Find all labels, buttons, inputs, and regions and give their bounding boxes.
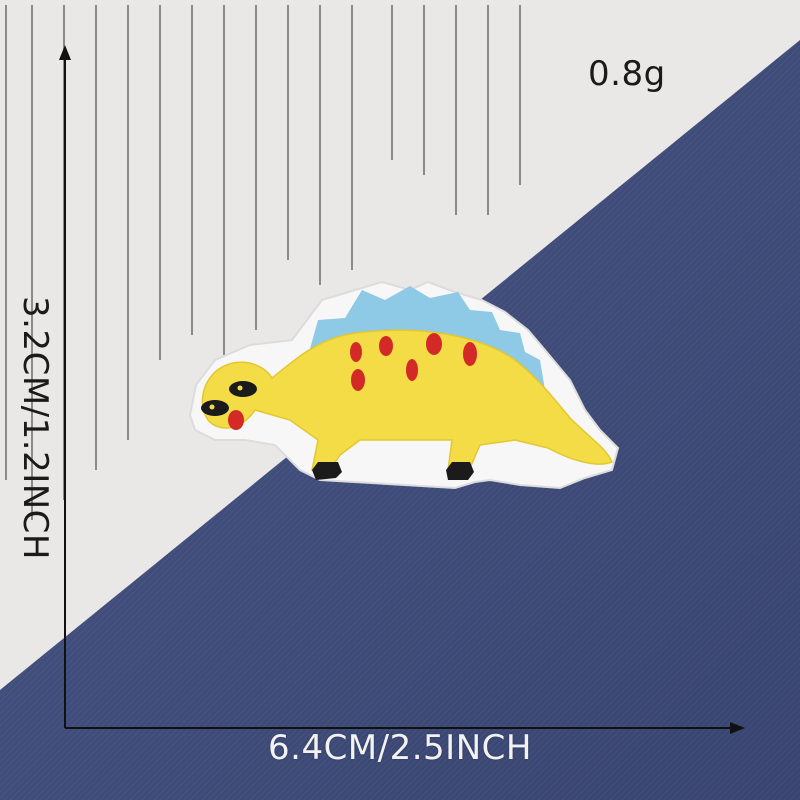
dinosaur-feet xyxy=(312,462,474,480)
height-dimension-arrow xyxy=(59,45,71,728)
dinosaur-patch xyxy=(188,280,620,490)
height-dimension-label: 3.2CM/1.2INCH xyxy=(15,296,55,560)
width-dimension-label: 6.4CM/2.5INCH xyxy=(268,728,532,768)
dinosaur-face xyxy=(201,381,257,430)
width-dimension-arrow xyxy=(65,722,745,734)
body-spots xyxy=(350,333,477,391)
weight-label: 0.8g xyxy=(588,54,666,94)
